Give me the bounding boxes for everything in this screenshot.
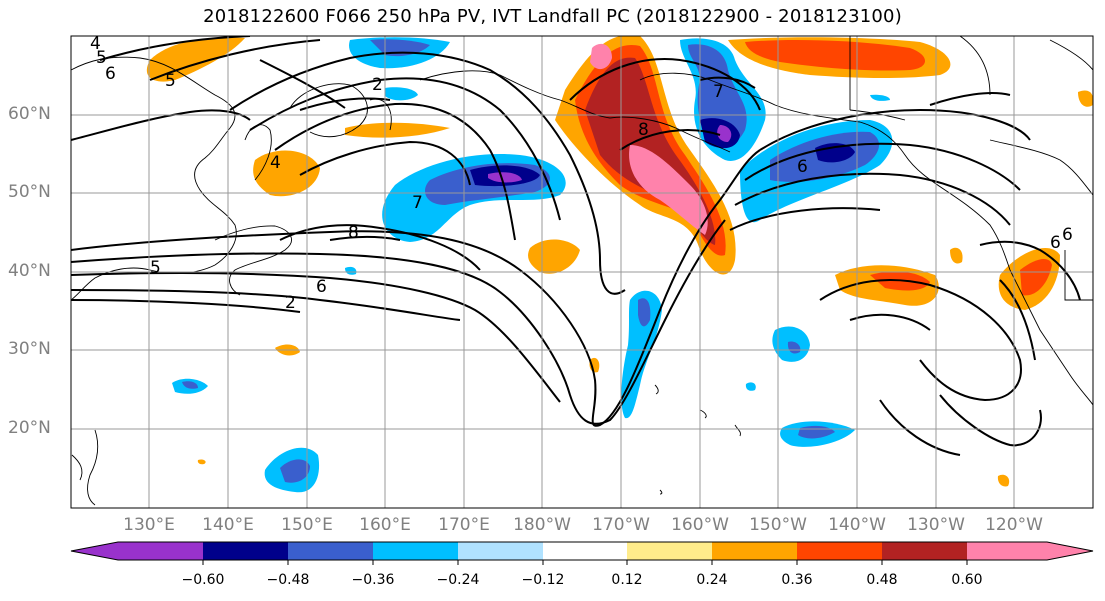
contour-label: 5 xyxy=(165,71,176,91)
lat-label-40n: 40°N xyxy=(8,261,51,281)
lat-label-50n: 50°N xyxy=(8,182,51,202)
lon-label-180w: 180°W xyxy=(513,515,571,535)
lon-label-130w: 130°W xyxy=(907,515,965,535)
contour-label: 6 xyxy=(1062,225,1073,245)
lat-label-20n: 20°N xyxy=(8,418,51,438)
lon-label-160e: 160°E xyxy=(359,515,411,535)
colorbar-extend-low xyxy=(71,542,118,560)
contour-label: 8 xyxy=(348,223,359,243)
contour-label: 6 xyxy=(105,64,116,84)
colorbar-tick: −0.60 xyxy=(181,572,225,588)
map-title: 2018122600 F066 250 hPa PV, IVT Landfall… xyxy=(203,6,902,27)
colorbar-extend-high xyxy=(1047,542,1093,560)
contour-label: 6 xyxy=(316,277,327,297)
contour-label: 5 xyxy=(96,48,107,68)
lon-label-150e: 150°E xyxy=(281,515,333,535)
colorbar-tick: 0.12 xyxy=(611,572,643,588)
ivt-contours xyxy=(71,36,1081,456)
colorbar-tick: 0.60 xyxy=(951,572,983,588)
contour-label: 5 xyxy=(150,258,161,278)
map-frame xyxy=(70,35,1094,509)
lon-label-160w: 160°W xyxy=(671,515,729,535)
contour-label: 8 xyxy=(638,120,649,140)
contour-label: 7 xyxy=(713,82,724,102)
lon-label-120w: 120°W xyxy=(985,515,1043,535)
contour-label: 4 xyxy=(270,153,281,173)
colorbar-tick: 0.36 xyxy=(781,572,813,588)
contour-label: 2 xyxy=(285,293,296,313)
lon-label-150w: 150°W xyxy=(749,515,807,535)
colorbar-tick: −0.24 xyxy=(436,572,480,588)
contour-label: 4 xyxy=(90,34,101,54)
lat-label-30n: 30°N xyxy=(8,339,51,359)
colorbar-tick: −0.12 xyxy=(521,572,565,588)
colorbar-tick: 0.24 xyxy=(696,572,728,588)
gridlines xyxy=(71,36,1093,508)
contour-label: 6 xyxy=(1050,233,1061,253)
colorbar-tick: 0.48 xyxy=(866,572,898,588)
contour-label: 6 xyxy=(797,157,808,177)
colorbar-tick: −0.48 xyxy=(266,572,310,588)
lon-label-170w: 170°W xyxy=(592,515,650,535)
contour-label: 7 xyxy=(412,193,423,213)
lat-label-60n: 60°N xyxy=(8,104,51,124)
colorbar xyxy=(70,541,1094,565)
lon-label-130e: 130°E xyxy=(123,515,175,535)
lon-label-140e: 140°E xyxy=(202,515,254,535)
contour-label: 2 xyxy=(372,75,383,95)
contour-labels: 4 5 6 2 4 7 8 5 6 2 7 8 6 6 5 6 xyxy=(90,34,1073,313)
lon-label-140w: 140°W xyxy=(828,515,886,535)
colorbar-tick: −0.36 xyxy=(351,572,395,588)
lon-label-170e: 170°E xyxy=(438,515,490,535)
